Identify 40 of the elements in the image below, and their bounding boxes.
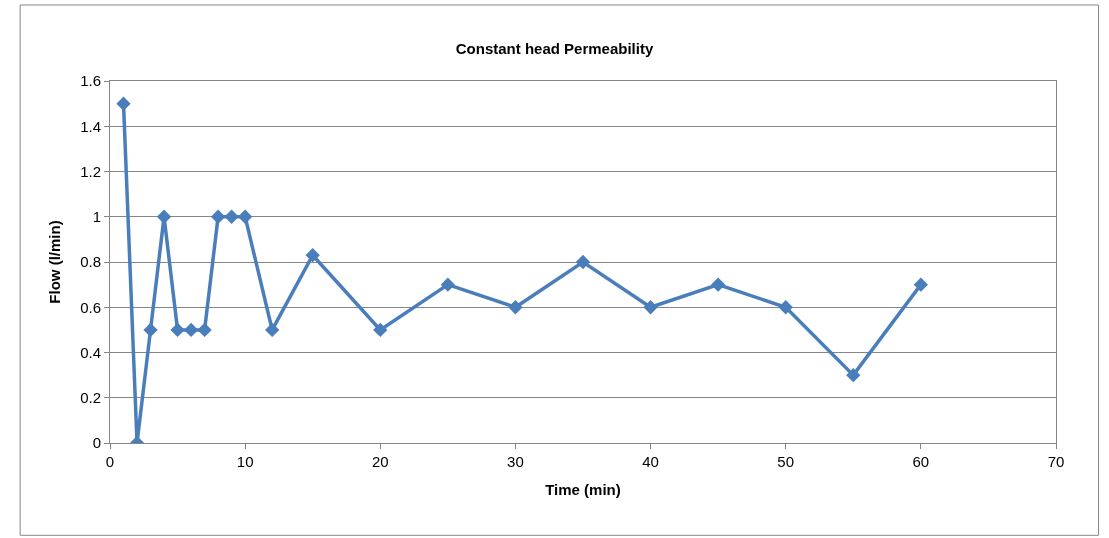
point [156, 209, 172, 224]
point [373, 322, 388, 338]
y-tick-label: 1.2 [80, 162, 101, 180]
point [265, 322, 280, 338]
point [440, 277, 456, 292]
y-tick-label: 0.2 [80, 389, 101, 406]
x-tick-label: 20 [371, 453, 389, 470]
point [846, 367, 861, 383]
x-tick-label: 50 [777, 453, 795, 470]
x-tick-label: 0 [105, 453, 115, 470]
point [224, 209, 239, 224]
chart-title: Constant head Permeability [455, 39, 654, 57]
point [183, 322, 199, 338]
point [116, 96, 131, 111]
point [508, 300, 523, 315]
y-tick-label: 1.4 [80, 117, 101, 135]
x-axis-title: Time (min) [545, 481, 621, 498]
point [197, 322, 212, 338]
point [210, 209, 226, 224]
y-tick-label: 0.6 [80, 298, 101, 316]
y-tick-label: 1.6 [80, 72, 101, 90]
point [710, 277, 726, 292]
x-tick-label: 30 [507, 453, 524, 470]
point [913, 277, 929, 292]
point [170, 322, 185, 338]
point [237, 209, 253, 224]
y-tick-label: 0 [92, 434, 101, 452]
point [575, 254, 591, 270]
point [143, 322, 158, 338]
x-tick-label: 10 [236, 453, 254, 470]
point [305, 248, 320, 263]
point [643, 300, 658, 315]
x-tick-label: 40 [642, 453, 659, 470]
point [778, 300, 793, 315]
y-tick-label: 0.4 [80, 343, 101, 361]
y-axis-title: Flow (l/min) [46, 220, 64, 304]
x-tick-label: 60 [912, 453, 930, 470]
x-tick-label: 70 [1047, 453, 1065, 470]
y-tick-label: 1 [92, 208, 101, 225]
y-tick-label: 0.8 [80, 253, 101, 271]
